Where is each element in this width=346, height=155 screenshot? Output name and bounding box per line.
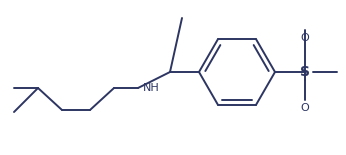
Text: O: O xyxy=(301,103,309,113)
Text: O: O xyxy=(301,33,309,43)
Text: NH: NH xyxy=(143,83,160,93)
Text: S: S xyxy=(300,65,310,79)
